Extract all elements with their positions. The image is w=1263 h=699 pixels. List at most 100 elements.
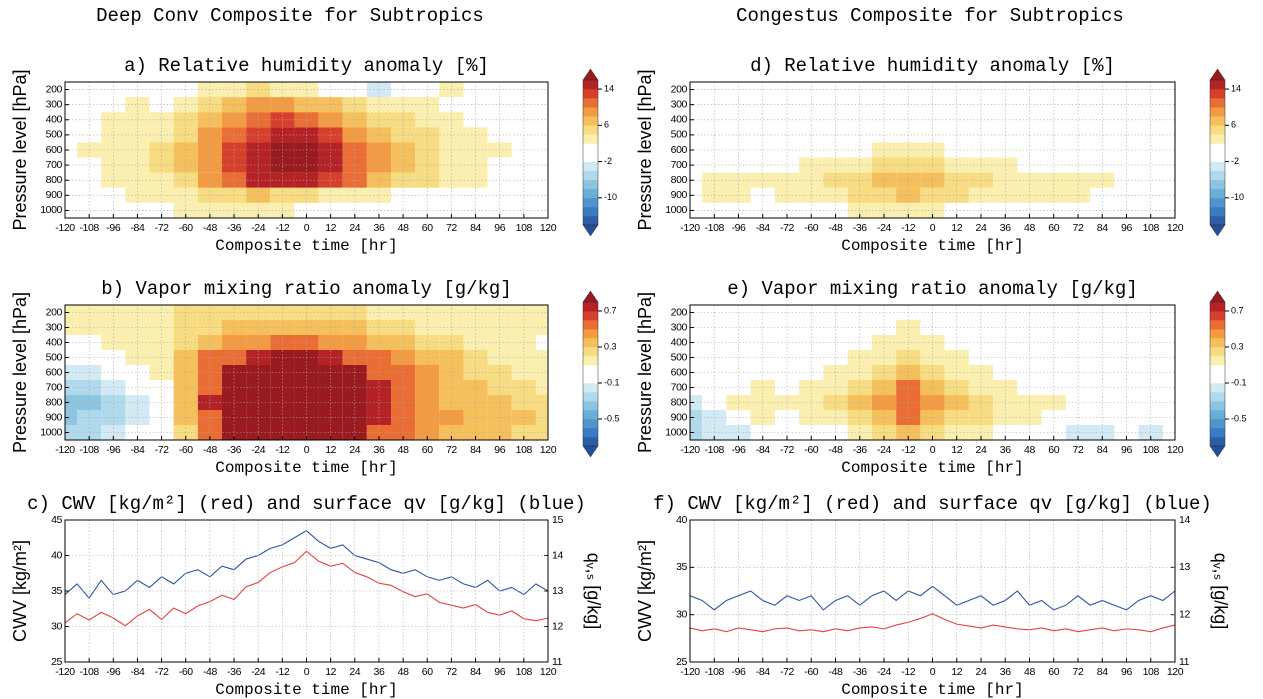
- y2-tick-label: 12: [1179, 608, 1190, 620]
- y-tick-label: 300: [671, 321, 688, 333]
- heatmap-cell: [690, 157, 703, 173]
- heatmap-cell: [149, 112, 174, 128]
- heatmap-cell: [415, 395, 440, 410]
- x-tick-label: -24: [877, 666, 892, 678]
- colorbar-bin: [583, 356, 598, 366]
- colorbar-bin: [1210, 311, 1225, 321]
- x-tick-label: 48: [398, 666, 409, 678]
- y-tick-label: 1000: [665, 426, 687, 438]
- x-tick-label: 24: [349, 222, 360, 234]
- y-tick-label: 300: [46, 321, 63, 333]
- x-tick-label: -24: [877, 444, 892, 456]
- heatmap-cell: [415, 97, 440, 113]
- colorbar-bin: [1210, 302, 1225, 312]
- y-tick-label: 600: [46, 144, 63, 156]
- heatmap-cell: [366, 395, 392, 410]
- heatmap-cell: [173, 395, 198, 410]
- y-tick-label: 800: [671, 174, 688, 186]
- x-tick-label: 84: [470, 444, 481, 456]
- colorbar-bin: [583, 116, 598, 126]
- heatmap-cell: [173, 112, 198, 128]
- heatmap-cell: [101, 112, 126, 128]
- heatmap-cell: [366, 335, 392, 350]
- heatmap-cell: [65, 202, 78, 218]
- x-tick-label: -48: [829, 222, 844, 234]
- x-tick-label: 48: [398, 444, 409, 456]
- y-axis-label: CWV [kg/m²]: [10, 540, 30, 642]
- y-tick-label: 400: [671, 336, 688, 348]
- x-tick-label: 36: [374, 222, 385, 234]
- x-tick-label: -108: [705, 222, 725, 234]
- colorbar-frame: [1209, 301, 1226, 447]
- x-tick-label: 120: [1167, 444, 1184, 456]
- heatmap-cell: [690, 202, 703, 218]
- y-tick-label: 1000: [40, 426, 62, 438]
- heatmap-cell: [366, 202, 392, 218]
- heatmap-cell: [101, 380, 126, 395]
- colorbar-bin: [1210, 410, 1225, 420]
- heatmap-cell: [799, 97, 824, 113]
- y-axis-label: Pressure level [hPa]: [10, 292, 30, 453]
- heatmap-cell: [1138, 380, 1163, 395]
- x-tick-label: -96: [732, 444, 747, 456]
- column-title: Deep Conv Composite for Subtropics: [96, 5, 484, 27]
- colorbar-bin: [1210, 152, 1225, 162]
- panel-title: b) Vapor mixing ratio anomaly [g/kg]: [101, 278, 511, 300]
- x-tick-label: -72: [780, 666, 795, 678]
- heatmap-cell: [690, 410, 703, 425]
- y-tick-label: 40: [676, 514, 687, 526]
- colorbar-bin: [1210, 89, 1225, 99]
- heatmap-cell: [1090, 112, 1115, 128]
- heatmap-cell: [77, 380, 102, 395]
- y2-axis-label: qᵥ,ₛ [g/kg]: [1210, 553, 1230, 630]
- colorbar-bin: [583, 320, 598, 330]
- heatmap-cell: [65, 305, 78, 320]
- x-axis-label: Composite time [hr]: [215, 237, 397, 255]
- colorbar-bin: [583, 302, 598, 312]
- heatmap-cell: [1090, 97, 1115, 113]
- colorbar-bin: [583, 125, 598, 135]
- y-tick-label: 300: [46, 98, 63, 110]
- heatmap-cell: [391, 395, 416, 410]
- heatmap-cell: [65, 320, 78, 335]
- heatmap-cell: [1065, 202, 1091, 218]
- x-tick-label: 108: [1143, 222, 1160, 234]
- heatmap-cell: [65, 127, 78, 143]
- heatmap-cell: [690, 425, 703, 440]
- y-tick-label: 900: [671, 189, 688, 201]
- y-tick-label: 400: [46, 114, 63, 126]
- axes-frame: [64, 519, 549, 663]
- y-tick-label: 200: [671, 83, 688, 95]
- x-tick-label: -36: [853, 222, 868, 234]
- x-tick-label: -48: [203, 222, 218, 234]
- y-tick-label: 600: [46, 366, 63, 378]
- colorbar-bin: [1210, 170, 1225, 180]
- heatmap-cell: [366, 380, 392, 395]
- heatmap-cell: [65, 142, 78, 158]
- line-series: [689, 585, 1176, 611]
- colorbar-bin: [1210, 374, 1225, 384]
- x-tick-label: 12: [951, 666, 962, 678]
- colorbar-bin: [1210, 215, 1225, 226]
- heatmap-cell: [318, 97, 343, 113]
- colorbar-arrow: [582, 290, 599, 303]
- x-tick-label: -84: [130, 444, 145, 456]
- heatmap-cell: [1162, 187, 1175, 203]
- x-tick-label: -108: [79, 222, 99, 234]
- heatmap-cell: [726, 380, 751, 395]
- y-tick-label: 800: [46, 396, 63, 408]
- heatmap-cell: [391, 112, 416, 128]
- colorbar-bin: [583, 98, 598, 108]
- x-tick-label: -24: [877, 222, 892, 234]
- heatmap-cell: [1041, 157, 1066, 173]
- x-tick-label: -96: [732, 666, 747, 678]
- heatmap-cell: [173, 335, 198, 350]
- heatmap-cell: [65, 395, 78, 410]
- x-tick-label: 36: [1000, 444, 1011, 456]
- y-tick-label: 35: [51, 585, 62, 597]
- heatmap-cell: [1041, 380, 1066, 395]
- panel-title: d) Relative humidity anomaly [%]: [750, 55, 1115, 77]
- heatmap-cell: [847, 395, 872, 410]
- heatmap-cell: [1162, 127, 1175, 143]
- heatmap-cell: [318, 202, 343, 218]
